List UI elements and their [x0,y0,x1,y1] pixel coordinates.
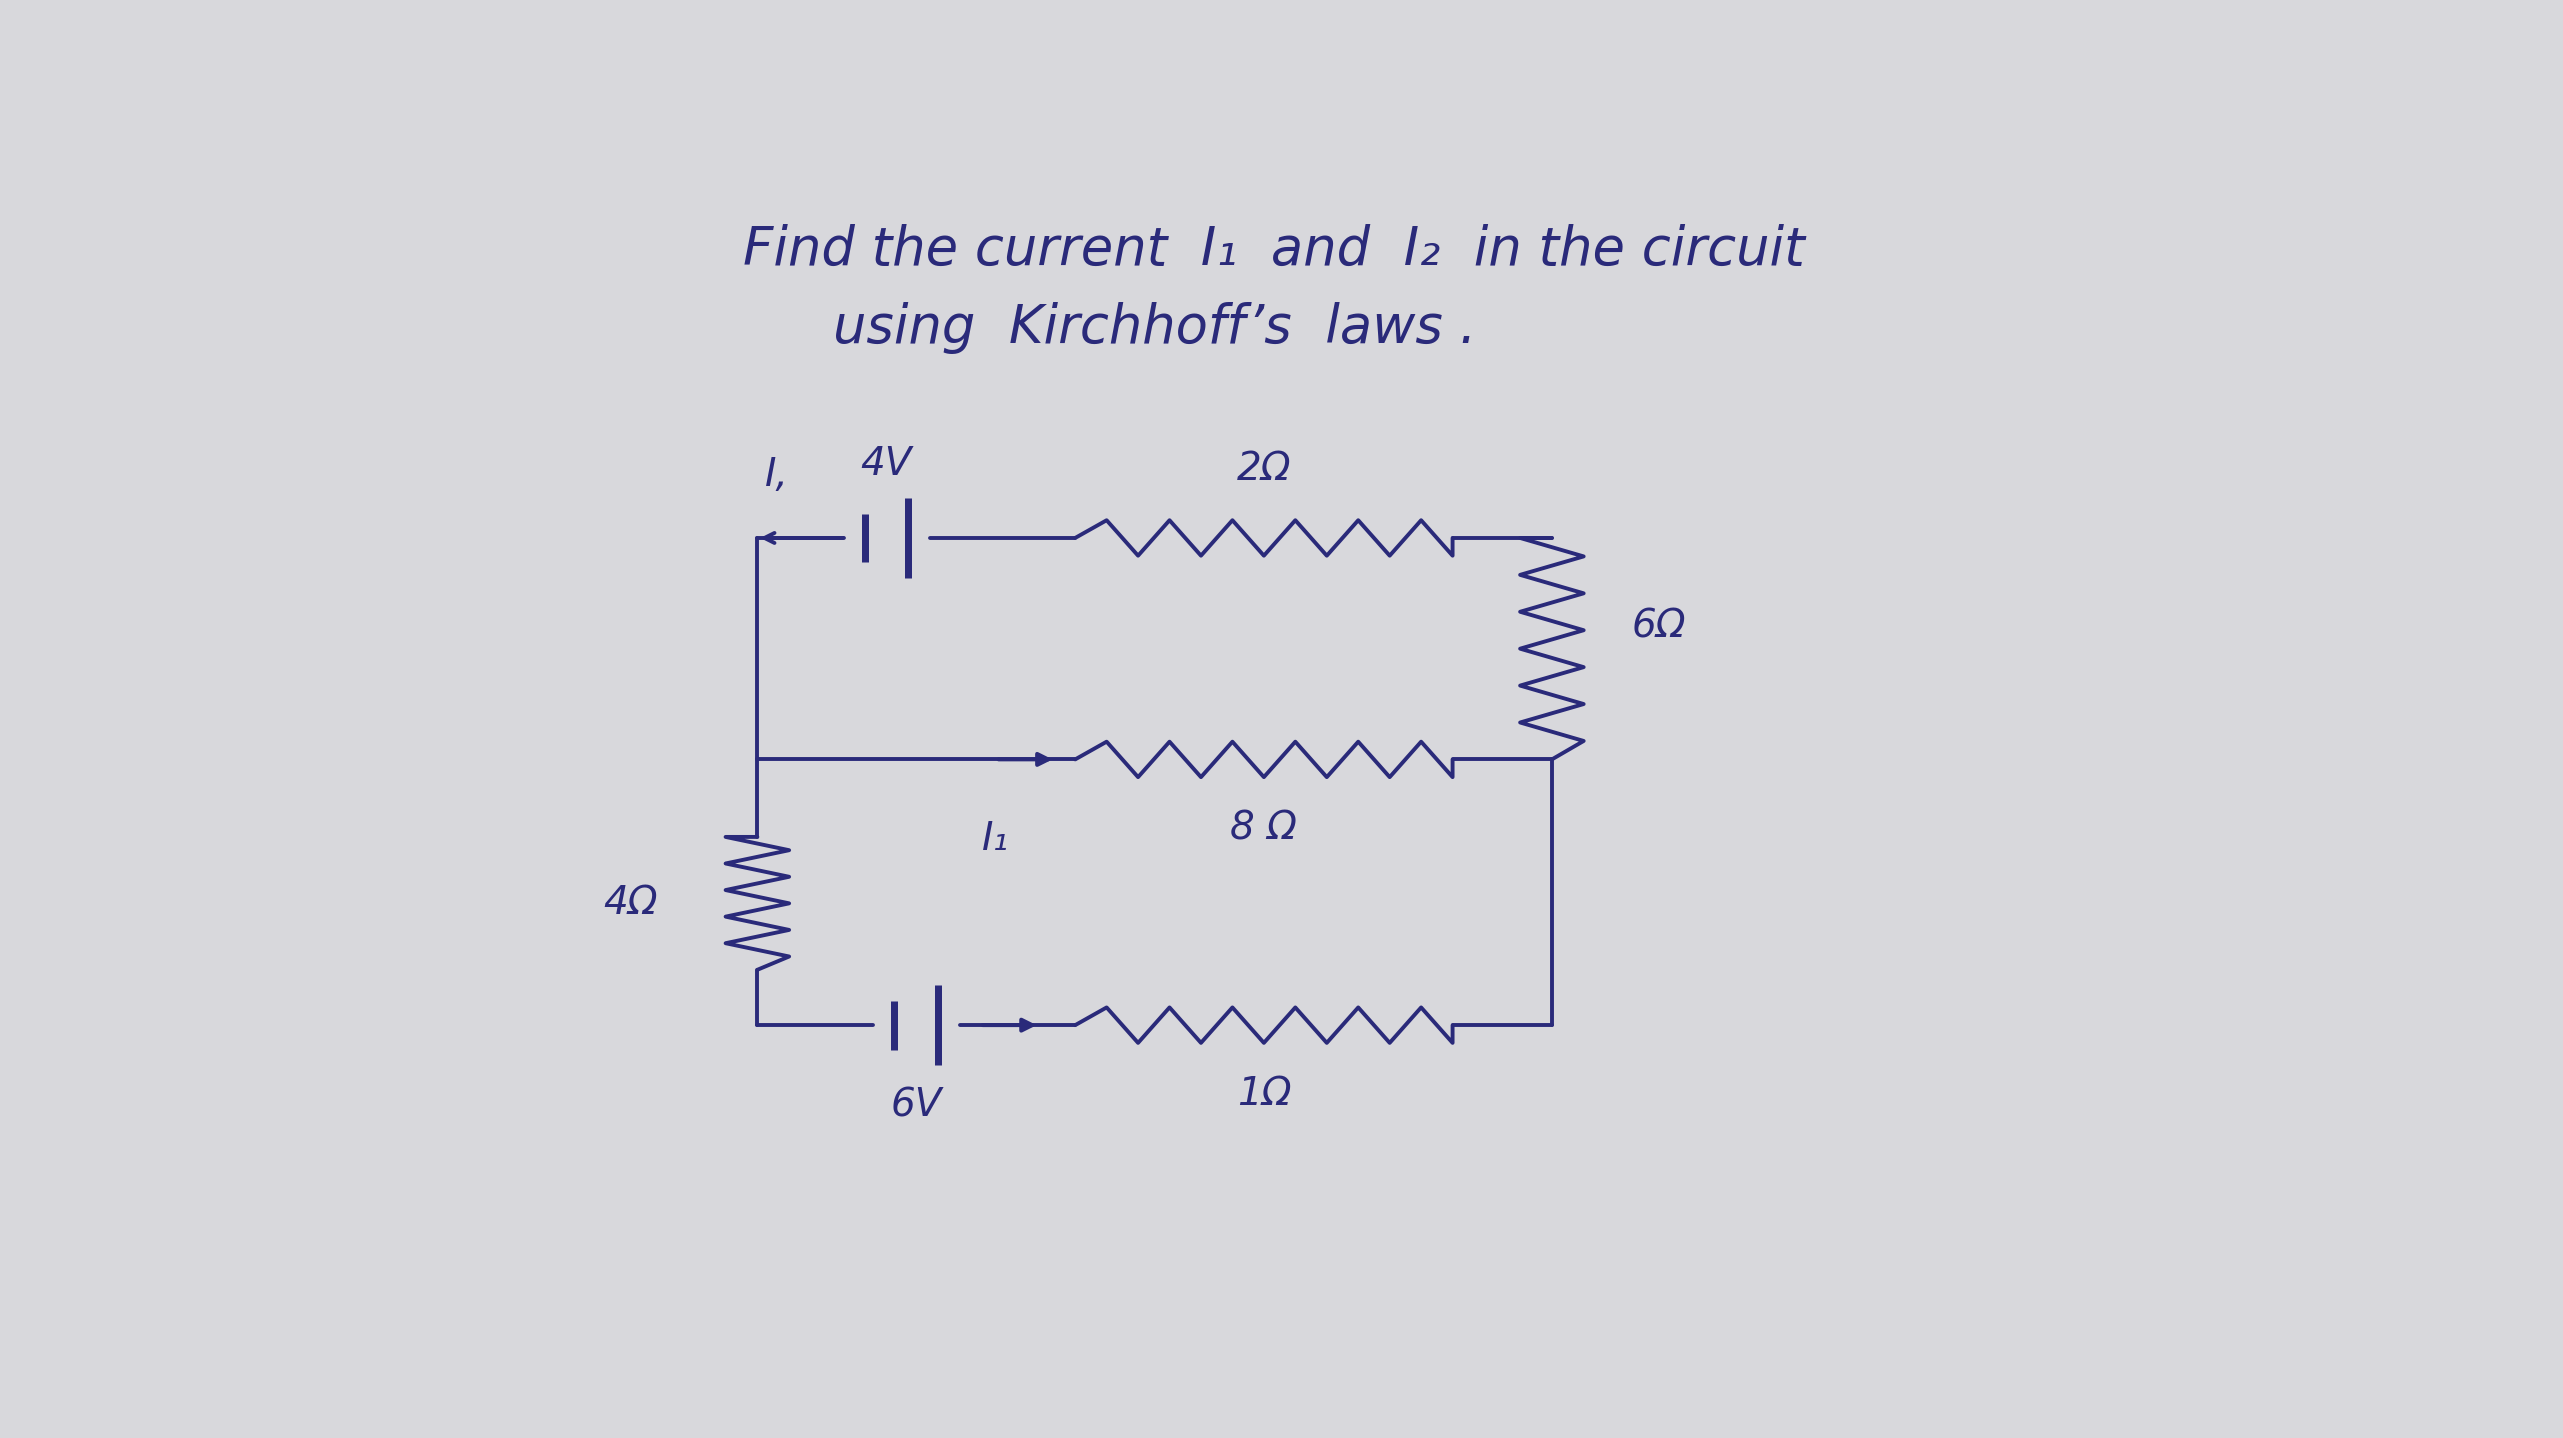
Text: using  Kirchhoff’s  laws .: using Kirchhoff’s laws . [833,302,1476,354]
Text: 4Ω: 4Ω [602,884,659,922]
Text: 4V: 4V [861,444,912,483]
Text: 6Ω: 6Ω [1633,607,1686,646]
Text: I₁: I₁ [982,820,1010,858]
Text: 6V: 6V [889,1086,943,1125]
Text: 8 Ω: 8 Ω [1230,810,1297,847]
Text: Find the current  I₁  and  I₂  in the circuit: Find the current I₁ and I₂ in the circui… [743,224,1804,276]
Text: 1Ω: 1Ω [1235,1076,1292,1113]
Text: 2Ω: 2Ω [1235,450,1292,487]
Text: I,: I, [766,456,789,493]
